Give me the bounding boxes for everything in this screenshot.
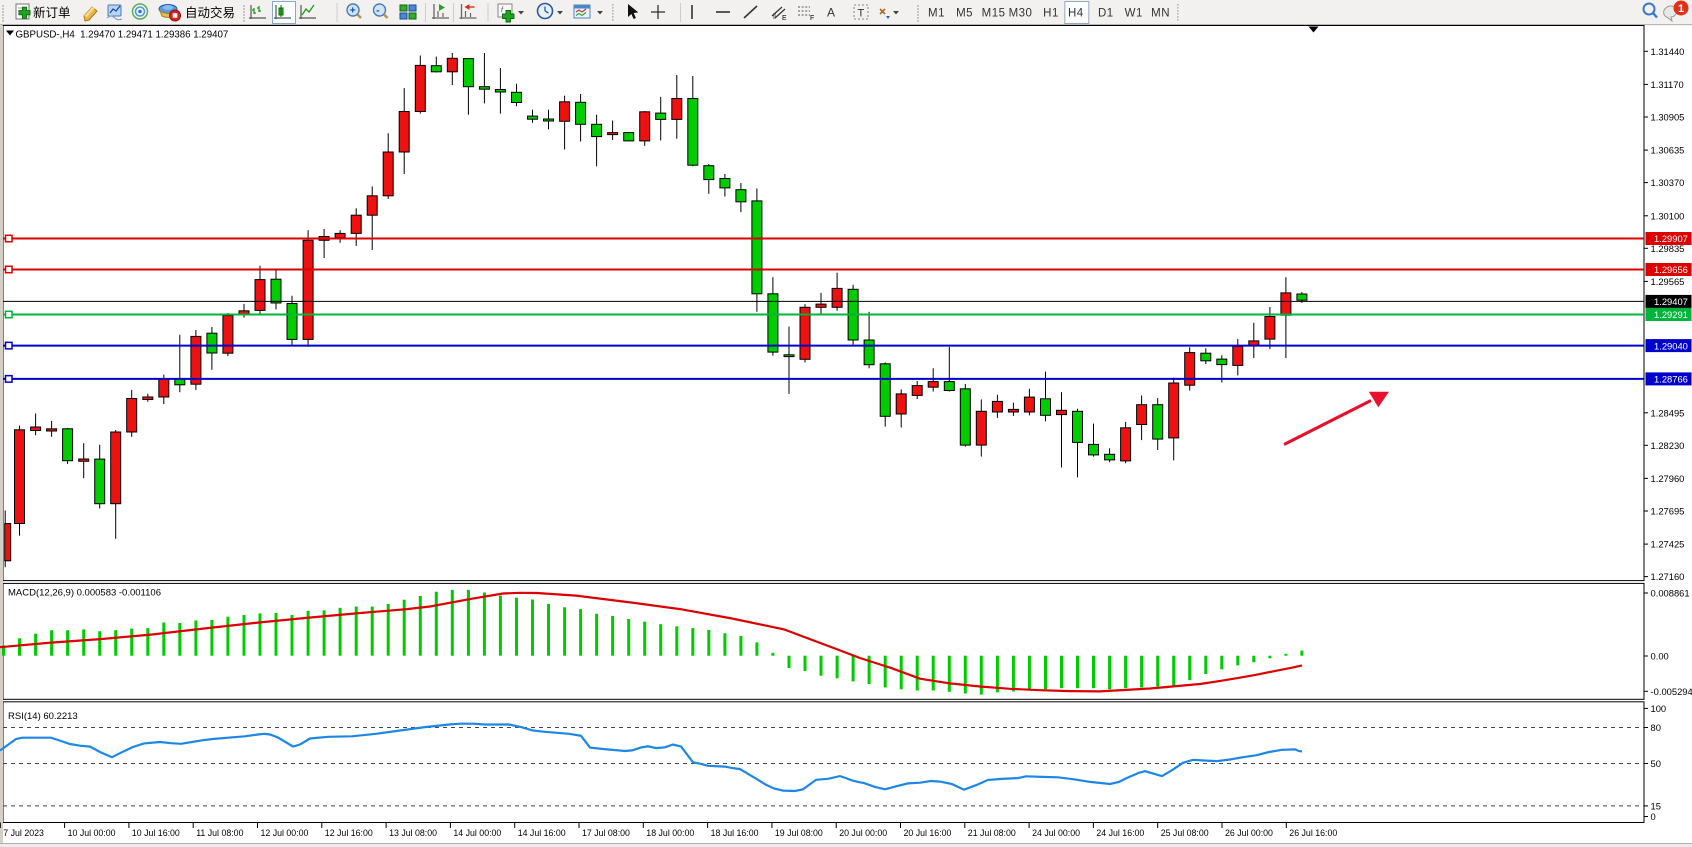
svg-text:1.30100: 1.30100 — [1651, 210, 1685, 221]
svg-text:24 Jul 00:00: 24 Jul 00:00 — [1032, 828, 1080, 838]
svg-text:M15: M15 — [982, 8, 1006, 20]
svg-text:1.28495: 1.28495 — [1651, 407, 1685, 418]
svg-text:自动交易: 自动交易 — [185, 5, 235, 20]
svg-text:A: A — [827, 6, 835, 20]
svg-text:1.27695: 1.27695 — [1651, 506, 1685, 517]
svg-text:M30: M30 — [1009, 8, 1033, 20]
svg-text:12 Jul 00:00: 12 Jul 00:00 — [261, 828, 309, 838]
svg-text:1.29835: 1.29835 — [1651, 243, 1685, 254]
svg-text:10 Jul 16:00: 10 Jul 16:00 — [132, 828, 180, 838]
svg-text:H4: H4 — [1068, 8, 1084, 20]
svg-text:T: T — [858, 8, 865, 20]
svg-text:MACD(12,26,9) 0.000583 -0.0011: MACD(12,26,9) 0.000583 -0.001106 — [8, 588, 161, 599]
svg-text:RSI(14) 60.2213: RSI(14) 60.2213 — [8, 711, 78, 722]
svg-text:1.29565: 1.29565 — [1651, 276, 1685, 287]
svg-text:15: 15 — [1651, 800, 1661, 811]
svg-text:W1: W1 — [1125, 8, 1143, 20]
svg-text:100: 100 — [1651, 703, 1667, 714]
svg-text:1.29040: 1.29040 — [1654, 340, 1688, 351]
svg-text:0.008861: 0.008861 — [1651, 588, 1690, 599]
svg-text:1.31440: 1.31440 — [1651, 46, 1685, 57]
svg-text:E: E — [782, 15, 787, 22]
svg-text:18 Jul 00:00: 18 Jul 00:00 — [646, 828, 694, 838]
svg-text:+: + — [350, 5, 356, 17]
svg-text:1.30370: 1.30370 — [1651, 177, 1685, 188]
svg-text:7 Jul 2023: 7 Jul 2023 — [3, 828, 44, 838]
svg-text:F: F — [810, 15, 814, 22]
svg-text:1.29407: 1.29407 — [1654, 296, 1688, 307]
svg-text:0.00: 0.00 — [1651, 651, 1669, 662]
svg-text:1.28230: 1.28230 — [1651, 440, 1685, 451]
svg-text:MN: MN — [1151, 8, 1170, 20]
svg-text:11 Jul 08:00: 11 Jul 08:00 — [196, 828, 243, 838]
svg-text:14 Jul 00:00: 14 Jul 00:00 — [453, 828, 501, 838]
svg-text:0: 0 — [1651, 811, 1656, 822]
svg-text:f: f — [501, 7, 504, 14]
svg-text:20 Jul 00:00: 20 Jul 00:00 — [839, 828, 887, 838]
svg-text:M1: M1 — [928, 8, 945, 20]
svg-text:H1: H1 — [1043, 8, 1059, 20]
svg-text:18 Jul 16:00: 18 Jul 16:00 — [711, 828, 759, 838]
svg-text:50: 50 — [1651, 758, 1661, 769]
svg-text:1.29291: 1.29291 — [1654, 309, 1688, 320]
svg-text:1.29656: 1.29656 — [1654, 264, 1688, 275]
svg-text:14 Jul 16:00: 14 Jul 16:00 — [518, 828, 566, 838]
svg-text:D1: D1 — [1098, 8, 1114, 20]
svg-text:21 Jul 08:00: 21 Jul 08:00 — [968, 828, 1016, 838]
svg-text:-0.005294: -0.005294 — [1651, 686, 1692, 697]
svg-text:12 Jul 16:00: 12 Jul 16:00 — [325, 828, 373, 838]
svg-text:GBPUSD-,H4 1.29470 1.29471 1.: GBPUSD-,H4 1.29470 1.29471 1.29386 1.294… — [16, 30, 229, 41]
svg-text:1.27160: 1.27160 — [1651, 571, 1685, 582]
svg-text:1.29907: 1.29907 — [1654, 233, 1688, 244]
svg-text:13 Jul 08:00: 13 Jul 08:00 — [389, 828, 437, 838]
svg-text:新订单: 新订单 — [33, 5, 71, 20]
svg-text:1.28766: 1.28766 — [1654, 374, 1688, 385]
svg-text:25 Jul 08:00: 25 Jul 08:00 — [1161, 828, 1209, 838]
svg-text:-: - — [376, 5, 380, 17]
svg-text:19 Jul 08:00: 19 Jul 08:00 — [775, 828, 823, 838]
svg-text:26 Jul 00:00: 26 Jul 00:00 — [1225, 828, 1273, 838]
svg-text:26 Jul 16:00: 26 Jul 16:00 — [1289, 828, 1337, 838]
svg-text:1.27425: 1.27425 — [1651, 539, 1685, 550]
svg-text:80: 80 — [1651, 722, 1661, 733]
svg-text:24 Jul 16:00: 24 Jul 16:00 — [1096, 828, 1144, 838]
svg-text:M5: M5 — [956, 8, 973, 20]
svg-text:1.30905: 1.30905 — [1651, 112, 1685, 123]
svg-text:1: 1 — [1678, 3, 1684, 15]
svg-text:20 Jul 16:00: 20 Jul 16:00 — [904, 828, 952, 838]
svg-text:1.31170: 1.31170 — [1651, 79, 1684, 90]
svg-text:1.27960: 1.27960 — [1651, 473, 1685, 484]
svg-text:17 Jul 08:00: 17 Jul 08:00 — [582, 828, 630, 838]
svg-text:1.30635: 1.30635 — [1651, 145, 1685, 156]
svg-text:10 Jul 00:00: 10 Jul 00:00 — [68, 828, 116, 838]
